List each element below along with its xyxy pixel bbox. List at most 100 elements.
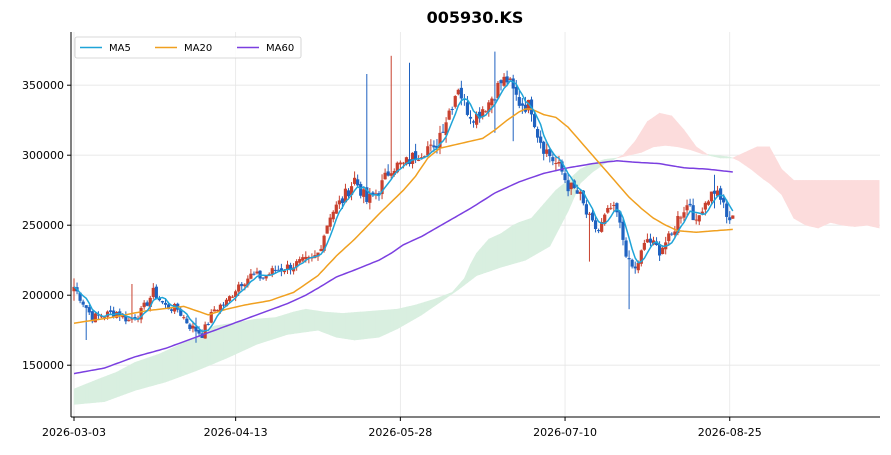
candle [343, 183, 348, 203]
candle-body [139, 307, 143, 320]
candle-body [465, 102, 470, 115]
cloud-segment [747, 149, 752, 170]
candle-body [572, 180, 576, 189]
cloud-segment [714, 154, 718, 158]
candle [356, 174, 360, 188]
candle-body [648, 238, 653, 243]
candle [456, 88, 460, 96]
cloud-segment [637, 130, 642, 154]
candle [145, 300, 149, 307]
cloud-segment [549, 192, 554, 247]
cloud-segment [457, 281, 462, 291]
candle-body [627, 258, 631, 260]
candle [325, 225, 329, 234]
candle [227, 295, 232, 303]
candle [685, 199, 689, 217]
cloud-segment [339, 312, 343, 339]
candle-body [163, 302, 168, 305]
candle-body [697, 215, 701, 222]
candle [170, 308, 174, 314]
cloud-segment [503, 228, 508, 267]
cloud-segment [335, 312, 340, 339]
candle-body [304, 256, 308, 260]
candle-body [209, 312, 213, 323]
candle-body [685, 205, 689, 211]
candle-body [157, 297, 161, 301]
cloud-segment [866, 180, 871, 227]
cloud-segment [351, 312, 355, 341]
candle-body [328, 217, 332, 227]
cloud-segment [153, 354, 157, 386]
candle-body [371, 192, 375, 195]
candle-body [719, 188, 723, 200]
cloud-segment [174, 345, 178, 380]
cloud-segment [509, 224, 514, 265]
cloud-segment [680, 125, 685, 149]
candle [87, 304, 91, 316]
candle [453, 95, 457, 109]
cloud-segment [512, 223, 517, 265]
candle [706, 199, 710, 206]
candle-body [322, 235, 326, 251]
cloud-segment [848, 180, 853, 227]
cloud-segment [140, 358, 145, 390]
candle [520, 98, 524, 114]
candle-body [234, 291, 238, 297]
cloud-segment [82, 383, 87, 404]
cloud-segment [695, 146, 700, 154]
candle-body [398, 162, 402, 165]
candle [606, 205, 610, 214]
cloud-segment [647, 118, 651, 151]
cloud-segment [198, 332, 203, 370]
legend-label: MA20 [184, 43, 212, 54]
cloud-segment [287, 312, 291, 335]
candle-body [365, 187, 369, 202]
cloud-segment [839, 180, 843, 226]
grid [71, 32, 880, 417]
y-tick-label: 200000 [22, 289, 64, 302]
cloud-segment [308, 309, 313, 332]
cloud-segment [613, 157, 618, 160]
candle-body [514, 87, 518, 95]
cloud-segment [76, 386, 81, 405]
candle [612, 201, 616, 213]
cloud-segment [766, 146, 770, 184]
candle [536, 126, 540, 143]
cloud-segment [372, 310, 377, 339]
cloud-segment [796, 180, 801, 223]
candle-body [148, 297, 152, 308]
cloud-segment [369, 310, 374, 339]
cloud-segment [497, 233, 502, 269]
cloud-segment [708, 154, 712, 157]
candle-body [288, 264, 293, 271]
cloud-segment [290, 311, 294, 335]
candle [389, 55, 393, 179]
candle-body [212, 309, 216, 312]
candle-body [325, 225, 329, 234]
ichimoku-cloud [73, 112, 880, 405]
candle-body [554, 163, 558, 165]
candle [240, 282, 244, 290]
candle [185, 315, 189, 324]
cloud-segment [384, 309, 389, 335]
candle-body [90, 311, 94, 322]
candle-body [612, 204, 616, 206]
cloud-segment [122, 366, 127, 396]
candle-body [84, 305, 88, 308]
candle [642, 239, 646, 251]
candle-body [362, 189, 366, 197]
cloud-segment [583, 165, 587, 182]
cloud-segment [750, 147, 755, 173]
cloud-segment [226, 323, 230, 359]
candle-body [453, 96, 457, 107]
candlesticks [72, 51, 735, 343]
y-tick-label: 150000 [22, 359, 64, 372]
candle-body [548, 149, 552, 157]
candle [441, 123, 445, 133]
cloud-segment [735, 154, 740, 162]
cloud-segment [701, 150, 706, 155]
candle-body [487, 102, 491, 112]
candle-body [603, 214, 607, 225]
cloud-segment [268, 317, 273, 341]
candle-body [447, 110, 451, 120]
